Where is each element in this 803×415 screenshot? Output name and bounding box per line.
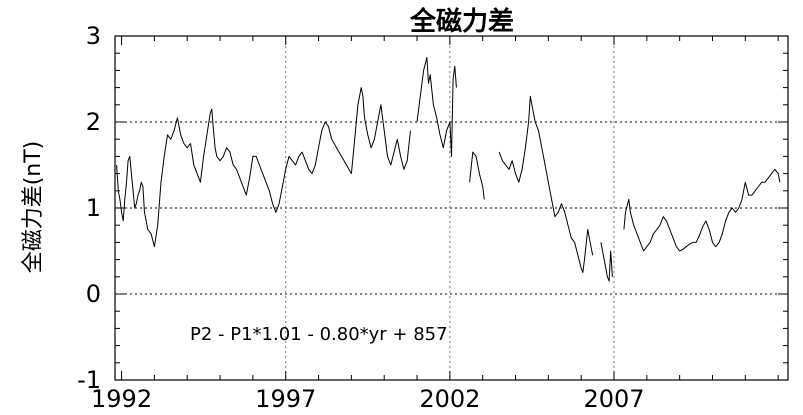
- y-tick-label: 3: [86, 22, 101, 50]
- axis-ticks: [115, 35, 788, 381]
- x-tick-label: 1997: [255, 385, 316, 413]
- series-line: [623, 168, 781, 252]
- y-tick-label: -1: [77, 366, 101, 394]
- series-line: [116, 108, 333, 248]
- series-line: [498, 95, 594, 273]
- y-tick-label: 2: [86, 108, 101, 136]
- series-line: [331, 87, 411, 175]
- tick-labels: 1992 1997 2002 2007 -1 0 1 2 3: [77, 22, 644, 413]
- y-axis-label: 全磁力差(nT): [21, 141, 46, 274]
- formula-annotation: P2 - P1*1.01 - 0.80*yr + 857: [190, 324, 448, 345]
- series-line: [416, 57, 457, 157]
- y-tick-label: 1: [86, 194, 101, 222]
- series-line: [600, 242, 613, 282]
- y-tick-label: 0: [86, 280, 101, 308]
- data-series: [116, 57, 781, 282]
- chart-title: 全磁力差: [409, 6, 514, 37]
- x-tick-label: 2007: [583, 385, 644, 413]
- x-tick-label: 1992: [91, 385, 152, 413]
- grid-lines: [115, 36, 788, 380]
- series-line: [469, 151, 485, 200]
- x-tick-label: 2002: [419, 385, 480, 413]
